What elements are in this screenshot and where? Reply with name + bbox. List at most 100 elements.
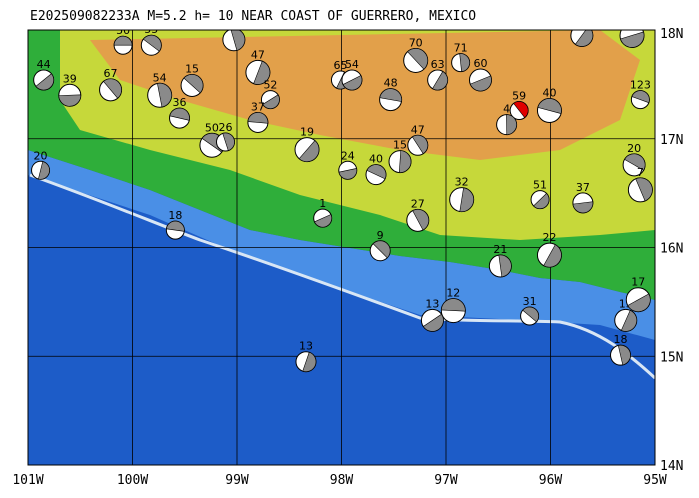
ball-quadrant bbox=[398, 150, 412, 173]
focal-mechanism bbox=[570, 30, 594, 47]
depth-label: 17 bbox=[631, 276, 645, 289]
ball-quadrant bbox=[459, 187, 474, 212]
depth-label: 54 bbox=[345, 58, 359, 71]
ball-quadrant bbox=[522, 306, 539, 323]
ball-quadrant bbox=[314, 214, 332, 228]
lat-label: 16N bbox=[660, 242, 683, 257]
focal-mechanism bbox=[496, 114, 518, 136]
lon-label: 98W bbox=[330, 473, 354, 488]
focal-mechanism bbox=[427, 69, 449, 91]
ball-quadrant bbox=[572, 201, 594, 214]
ball-quadrant bbox=[513, 101, 529, 118]
depth-label: 44 bbox=[37, 58, 51, 71]
ball-quadrant bbox=[631, 90, 650, 104]
focal-mechanism bbox=[403, 47, 429, 73]
depth-label: 27 bbox=[411, 197, 425, 210]
ball-quadrant bbox=[620, 31, 645, 48]
ball-quadrant bbox=[157, 82, 172, 108]
focal-mechanism bbox=[113, 35, 133, 55]
focal-mechanism bbox=[169, 107, 191, 129]
ball-quadrant bbox=[533, 192, 550, 209]
depth-label: 15 bbox=[185, 62, 199, 75]
ball-quadrant bbox=[366, 164, 387, 180]
depth-label: 24 bbox=[341, 149, 355, 162]
focal-mechanism bbox=[338, 160, 358, 180]
depth-label: 13 bbox=[299, 340, 313, 353]
depth-label: 60 bbox=[473, 57, 487, 70]
ball-quadrant bbox=[543, 244, 562, 268]
ball-quadrant bbox=[459, 53, 470, 72]
depth-label: 4 bbox=[503, 103, 510, 116]
focal-mechanism bbox=[379, 88, 403, 112]
depth-label: 20 bbox=[627, 142, 641, 155]
ball-quadrant bbox=[617, 344, 631, 366]
focal-mechanism bbox=[536, 97, 562, 123]
depth-label: 65 bbox=[333, 59, 347, 72]
depth-label: 67 bbox=[104, 67, 118, 80]
focal-mechanism bbox=[294, 137, 320, 163]
depth-label: 54 bbox=[153, 71, 167, 84]
depth-label: 37 bbox=[576, 181, 590, 194]
focal-mechanism bbox=[625, 287, 651, 313]
ball-quadrant bbox=[342, 75, 363, 91]
lat-label: 15N bbox=[660, 350, 683, 365]
focal-mechanism bbox=[295, 351, 317, 373]
focal-mechanism bbox=[222, 30, 246, 52]
depth-label: 31 bbox=[523, 295, 537, 308]
focal-mechanism bbox=[530, 190, 550, 210]
ball-quadrant bbox=[627, 293, 651, 312]
ball-quadrant bbox=[411, 134, 429, 155]
focal-mechanism bbox=[536, 242, 562, 268]
ball-quadrant bbox=[302, 351, 317, 372]
lon-label: 101W bbox=[12, 473, 43, 488]
focal-mechanism bbox=[520, 306, 540, 326]
focal-mechanism bbox=[260, 90, 280, 110]
depth-label: 70 bbox=[409, 36, 423, 49]
depth-label: 48 bbox=[384, 77, 398, 90]
title: E202509082233A M=5.2 h= 10 NEAR COAST OF… bbox=[30, 9, 476, 24]
depth-label: 26 bbox=[219, 121, 233, 134]
depth-label: 50 bbox=[205, 121, 219, 134]
depth-label: 21 bbox=[493, 243, 507, 256]
ball-quadrant bbox=[58, 94, 82, 107]
depth-label: 63 bbox=[431, 58, 445, 71]
depth-label: 128 bbox=[622, 11, 643, 24]
depth-label: 1 bbox=[319, 197, 326, 210]
depth-label: 32 bbox=[455, 176, 469, 189]
depth-label: 20 bbox=[34, 149, 48, 162]
depth-label: 7 bbox=[637, 166, 644, 179]
depth-label: 47 bbox=[411, 123, 425, 136]
ball-quadrant bbox=[253, 60, 271, 85]
lon-label: 97W bbox=[434, 473, 458, 488]
lon-label: 96W bbox=[539, 473, 563, 488]
ball-quadrant bbox=[506, 114, 517, 135]
ball-quadrant bbox=[169, 107, 190, 121]
focal-mechanism bbox=[622, 153, 646, 177]
depth-label: 15 bbox=[393, 139, 407, 152]
focal-mechanism bbox=[488, 254, 512, 278]
depth-label: 71 bbox=[454, 42, 468, 55]
focal-mechanism bbox=[341, 69, 363, 91]
ball-quadrant bbox=[432, 71, 448, 91]
ball-quadrant bbox=[624, 153, 646, 171]
ball-quadrant bbox=[441, 298, 466, 312]
lon-label: 99W bbox=[225, 473, 249, 488]
focal-mechanism bbox=[614, 308, 638, 332]
focal-mechanism bbox=[449, 187, 475, 213]
focal-mechanism bbox=[407, 134, 429, 156]
ball-quadrant bbox=[537, 98, 562, 114]
lon-label: 95W bbox=[643, 473, 667, 488]
frame bbox=[27, 29, 656, 466]
focal-mechanism bbox=[406, 208, 430, 232]
focal-mechanism bbox=[440, 298, 466, 324]
ball-quadrant bbox=[35, 73, 54, 91]
focal-mechanism bbox=[31, 160, 51, 180]
ball-quadrant bbox=[262, 94, 280, 109]
focal-mechanism bbox=[216, 132, 236, 152]
ball-quadrant bbox=[407, 48, 428, 70]
depth-label: 52 bbox=[263, 79, 277, 92]
depth-label: 47 bbox=[251, 48, 265, 61]
lon-label: 100W bbox=[117, 473, 148, 488]
ball-quadrant bbox=[469, 75, 492, 92]
